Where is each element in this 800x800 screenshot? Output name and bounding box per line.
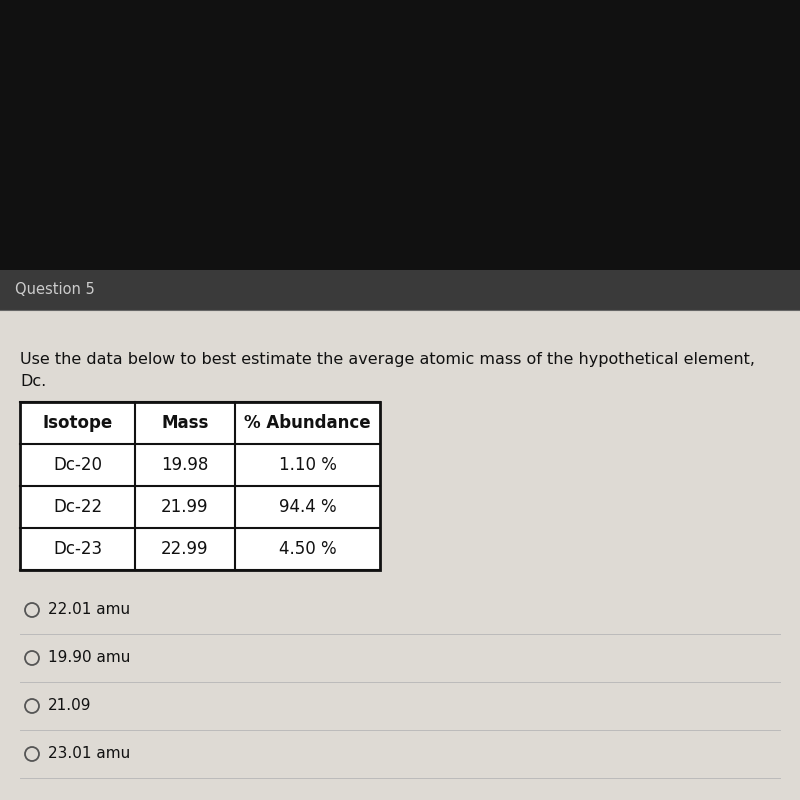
Text: Question 5: Question 5 bbox=[15, 282, 94, 298]
Text: Dc.: Dc. bbox=[20, 374, 46, 389]
Text: Mass: Mass bbox=[162, 414, 209, 432]
Text: 19.98: 19.98 bbox=[162, 456, 209, 474]
Text: Use the data below to best estimate the average atomic mass of the hypothetical : Use the data below to best estimate the … bbox=[20, 352, 755, 367]
Text: Dc-20: Dc-20 bbox=[53, 456, 102, 474]
Bar bbox=[0, 310, 800, 800]
Text: Dc-23: Dc-23 bbox=[53, 540, 102, 558]
Text: 19.90 amu: 19.90 amu bbox=[48, 650, 130, 666]
Bar bbox=[20, 402, 380, 570]
Bar bbox=[0, 270, 800, 310]
Text: % Abundance: % Abundance bbox=[244, 414, 371, 432]
Text: Isotope: Isotope bbox=[42, 414, 113, 432]
Text: 21.09: 21.09 bbox=[48, 698, 91, 714]
Text: 4.50 %: 4.50 % bbox=[278, 540, 336, 558]
Text: Dc-22: Dc-22 bbox=[53, 498, 102, 516]
Text: 94.4 %: 94.4 % bbox=[278, 498, 336, 516]
Text: 22.99: 22.99 bbox=[162, 540, 209, 558]
Text: 22.01 amu: 22.01 amu bbox=[48, 602, 130, 618]
Text: 23.01 amu: 23.01 amu bbox=[48, 746, 130, 762]
Text: 1.10 %: 1.10 % bbox=[278, 456, 337, 474]
Text: 21.99: 21.99 bbox=[162, 498, 209, 516]
Bar bbox=[20, 402, 380, 570]
